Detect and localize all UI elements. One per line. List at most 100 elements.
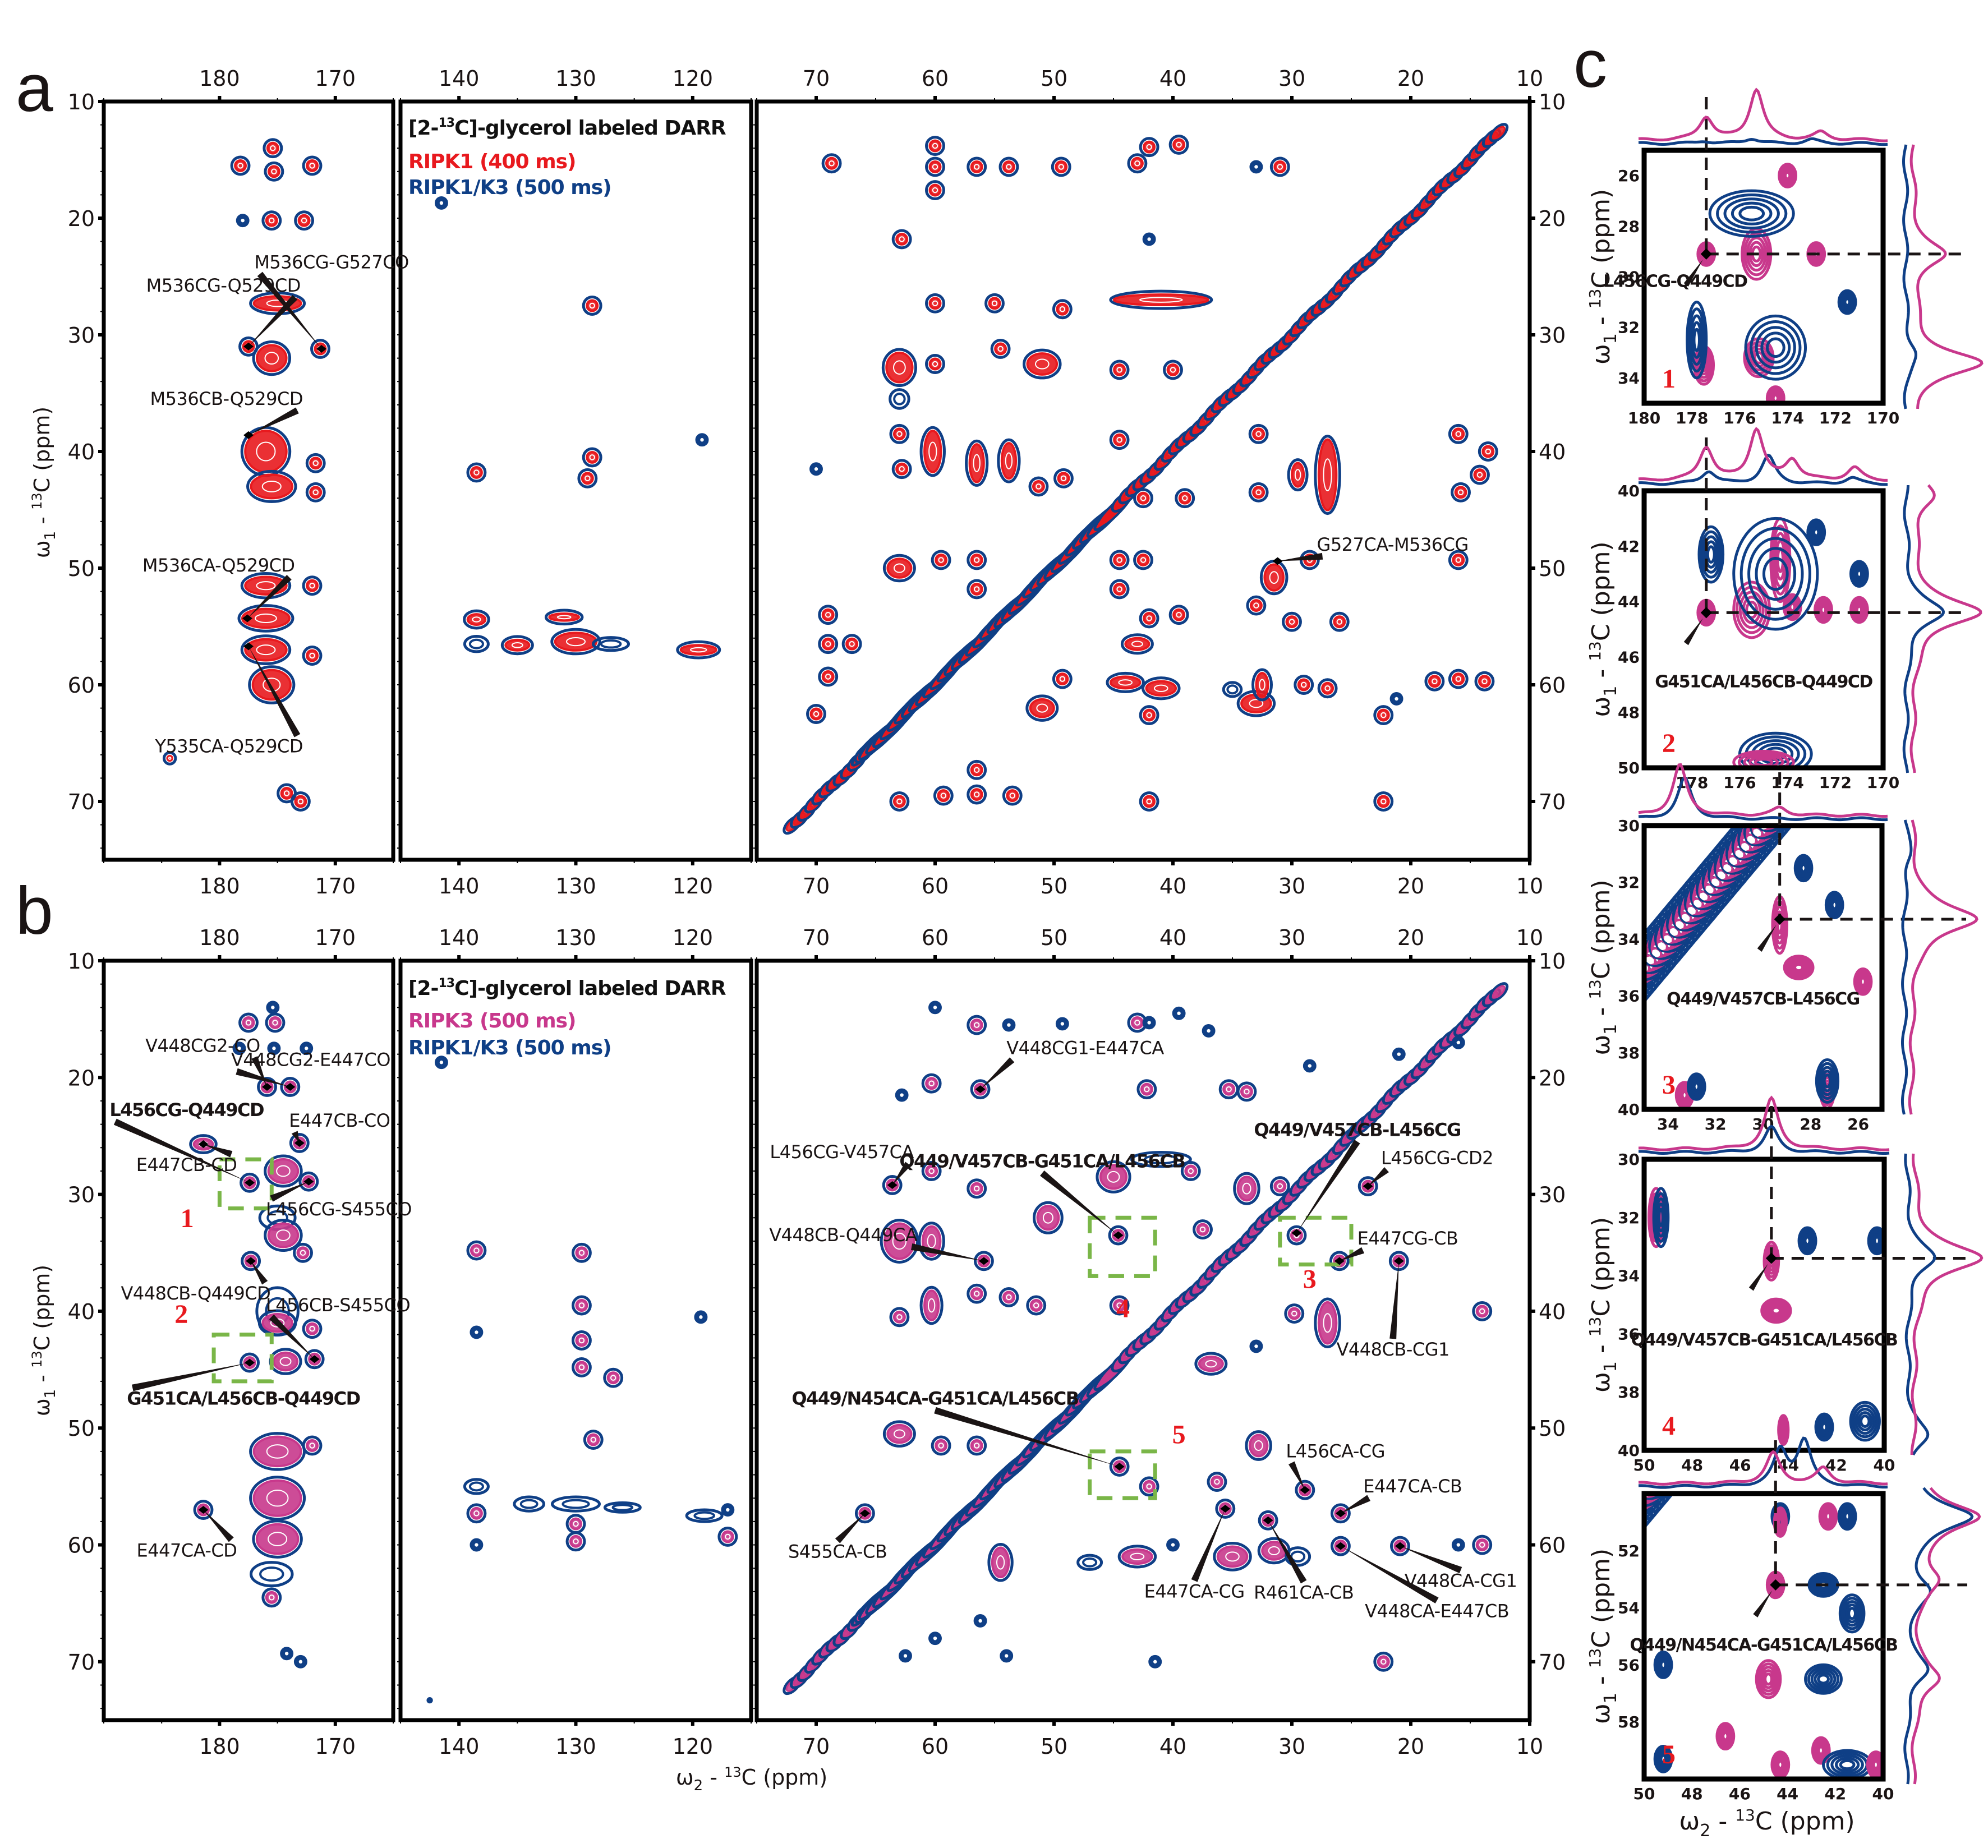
inset-peak-contour bbox=[1839, 1759, 1856, 1771]
inset-peak-contour bbox=[1750, 320, 1802, 375]
contour-fill-series1 bbox=[825, 156, 839, 170]
inset-annotation-label: L456CG-Q449CD bbox=[1603, 272, 1747, 292]
peak-contour bbox=[571, 1242, 592, 1263]
annotation-pointer bbox=[1389, 1261, 1399, 1339]
inset-peak-contour bbox=[1772, 1753, 1789, 1777]
peak-marker-diamond bbox=[1363, 1182, 1373, 1191]
diagonal-contour bbox=[1783, 1236, 1863, 1323]
crosshair-marker bbox=[1700, 248, 1712, 260]
diagonal-contour bbox=[1785, 1212, 1885, 1318]
contour-ring-series2 bbox=[583, 1430, 604, 1450]
inset-peak-contour bbox=[1686, 1072, 1706, 1101]
peak-contour bbox=[841, 634, 862, 655]
contour-ring-series2 bbox=[889, 388, 910, 410]
inset-x-tick-label: 174 bbox=[1771, 409, 1803, 427]
contour-fill-series1 bbox=[575, 1299, 588, 1312]
contour-ring-series2 bbox=[551, 1495, 601, 1513]
contour-inner bbox=[1214, 1478, 1220, 1485]
peak-contour bbox=[967, 156, 987, 177]
contour-inner bbox=[589, 454, 595, 460]
contour-fill-series1 bbox=[1291, 462, 1305, 488]
contour-fill-series1 bbox=[1321, 681, 1334, 695]
diagonal-contour bbox=[1786, 1253, 1848, 1320]
inset-peak-contour bbox=[1681, 1090, 1688, 1100]
peak-contour bbox=[1248, 482, 1269, 503]
contour-fill-series1 bbox=[267, 165, 280, 178]
inset-peak-contour bbox=[1653, 1744, 1673, 1773]
contour-ring-series2 bbox=[294, 210, 315, 231]
inset-peak-contour bbox=[1688, 1075, 1705, 1099]
contour-ring-series2 bbox=[1388, 1251, 1409, 1271]
peak-contour bbox=[582, 296, 602, 316]
contour-inner bbox=[268, 1532, 288, 1546]
inset-peak-contour bbox=[1757, 1662, 1780, 1696]
annotation-label: V448CA-E447CB bbox=[1365, 1601, 1509, 1622]
inset-peak-contour bbox=[1855, 569, 1863, 579]
inset-peak-contour bbox=[1804, 1663, 1843, 1695]
peak-contour bbox=[1172, 1006, 1186, 1020]
peak-contour bbox=[1233, 1172, 1260, 1205]
contour-inner bbox=[896, 798, 903, 805]
peak-annotation: Q449/V457CB-G451CA/L456CB bbox=[899, 1151, 1186, 1239]
peak-contour bbox=[1052, 669, 1073, 689]
contour-inner bbox=[1006, 164, 1012, 170]
peak-contour bbox=[1028, 476, 1049, 497]
contour-inner bbox=[269, 217, 275, 224]
contour-inner bbox=[928, 441, 937, 462]
inset-peak-contour bbox=[1829, 897, 1840, 913]
crosshair-marker bbox=[1765, 1252, 1777, 1264]
contour-inner bbox=[896, 1314, 903, 1320]
contour-fill-series1 bbox=[935, 553, 948, 566]
inset-frame bbox=[1641, 1156, 1887, 1453]
inset-contours bbox=[1648, 1187, 1884, 1446]
peak-contour bbox=[998, 1287, 1019, 1307]
peak-contour bbox=[1026, 1295, 1047, 1316]
inset-peak-contour bbox=[1814, 596, 1833, 624]
contour-inner-series2 bbox=[931, 1003, 940, 1012]
contour-ring-series2 bbox=[582, 447, 602, 468]
diagonal-contour bbox=[1801, 1256, 1846, 1303]
inset-peak-contour bbox=[1658, 1752, 1669, 1767]
diagonal-ridge bbox=[783, 123, 1509, 835]
peak-contour bbox=[463, 1478, 490, 1495]
contour-inner bbox=[578, 1250, 585, 1256]
y-tick-label-left: 60 bbox=[68, 1533, 95, 1558]
peak-marker-diamond bbox=[1335, 1542, 1346, 1550]
contour-fill-series1 bbox=[935, 1439, 948, 1452]
peak-contour bbox=[1451, 1538, 1465, 1552]
annotation-label: L456CA-CG bbox=[1286, 1440, 1385, 1462]
inset-y-tick-label: 26 bbox=[1618, 167, 1640, 185]
contour-inner bbox=[927, 1234, 936, 1248]
contour-ring-series2 bbox=[1142, 232, 1156, 246]
contour-inner-series2 bbox=[1143, 1154, 1179, 1165]
contour-fill-series1 bbox=[821, 637, 835, 651]
contour-fill-series1 bbox=[1029, 698, 1055, 718]
inset-x-tick-label: 48 bbox=[1681, 1785, 1703, 1803]
contour-ring-series2 bbox=[232, 1041, 246, 1056]
contour-inner-series2 bbox=[472, 1328, 481, 1337]
contour-ring-series2 bbox=[1139, 1476, 1159, 1497]
contour-inner-series2 bbox=[812, 465, 821, 473]
contour-ring-series2 bbox=[1330, 1503, 1351, 1524]
contour-fill-series1 bbox=[586, 299, 599, 312]
contour-fill-series1 bbox=[928, 297, 942, 310]
x-tick-label-top: 180 bbox=[199, 925, 240, 950]
peak-contour bbox=[1258, 1510, 1278, 1531]
contour-inner bbox=[1134, 160, 1140, 167]
peak-contour bbox=[931, 1435, 951, 1456]
inset-peak-contour bbox=[1840, 293, 1854, 311]
peak-annotation: E447CB-CO bbox=[289, 1110, 390, 1147]
contour-ring-series2 bbox=[603, 1367, 624, 1388]
peak-contour bbox=[1474, 671, 1495, 692]
contour-inner bbox=[973, 454, 981, 472]
peak-contour bbox=[818, 666, 839, 687]
contour-fill-series1 bbox=[970, 788, 983, 801]
diagonal-contour bbox=[1831, 1179, 1912, 1266]
contour-inner bbox=[300, 1250, 306, 1256]
inset-peak-contour bbox=[1815, 1743, 1826, 1758]
contour-inner bbox=[1380, 798, 1387, 805]
annotation-label: L456CG-V457CA bbox=[770, 1141, 914, 1163]
contour-inner bbox=[1380, 712, 1387, 718]
diagonal-contour bbox=[1743, 826, 1819, 847]
contour-inner bbox=[589, 302, 595, 309]
